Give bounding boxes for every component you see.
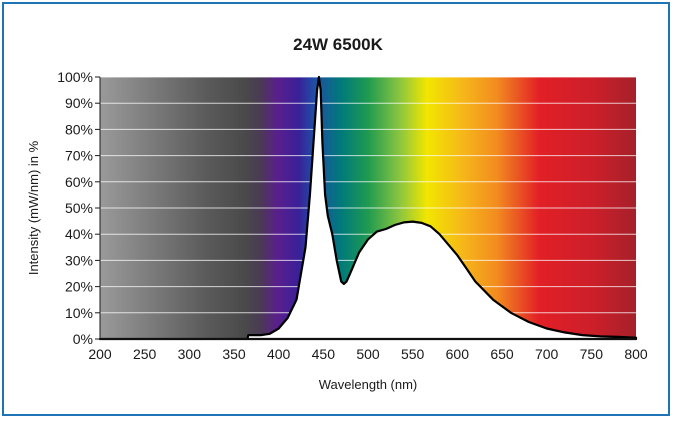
emission-curve <box>98 75 638 341</box>
y-tick-labels: 0% 10% 20% 30% 40% 50% 60% 70% 80% 90% 100% <box>57 69 93 347</box>
x-tick-label: 400 <box>267 346 291 362</box>
x-tick-labels: 200 250 300 350 400 450 500 550 600 650 700 750 800 <box>88 346 648 362</box>
x-tick-label: 450 <box>312 346 336 362</box>
y-tick-label: 20% <box>65 279 93 295</box>
y-tick-label: 80% <box>65 121 93 137</box>
y-tick-label: 100% <box>57 69 93 85</box>
x-tick-label: 300 <box>178 346 202 362</box>
x-tick-label: 650 <box>490 346 514 362</box>
chart-title: 24W 6500K <box>293 35 383 54</box>
x-tick-label: 550 <box>401 346 425 362</box>
x-tick-label: 750 <box>580 346 604 362</box>
y-axis-label: Intensity (mW/nm) in % <box>26 140 41 275</box>
y-tick-label: 50% <box>65 200 93 216</box>
y-tick-label: 70% <box>65 148 93 164</box>
y-tick-label: 0% <box>73 331 93 347</box>
y-tick-marks <box>95 76 100 340</box>
y-tick-label: 30% <box>65 252 93 268</box>
x-tick-label: 250 <box>133 346 157 362</box>
y-tick-label: 90% <box>65 95 93 111</box>
x-axis-label: Wavelength (nm) <box>319 377 418 392</box>
x-tick-label: 700 <box>535 346 559 362</box>
x-tick-label: 800 <box>624 346 648 362</box>
x-tick-label: 600 <box>446 346 470 362</box>
y-tick-label: 40% <box>65 226 93 242</box>
x-tick-label: 350 <box>222 346 246 362</box>
y-tick-label: 60% <box>65 174 93 190</box>
y-tick-label: 10% <box>65 305 93 321</box>
x-tick-label: 200 <box>88 346 112 362</box>
x-tick-label: 500 <box>356 346 380 362</box>
